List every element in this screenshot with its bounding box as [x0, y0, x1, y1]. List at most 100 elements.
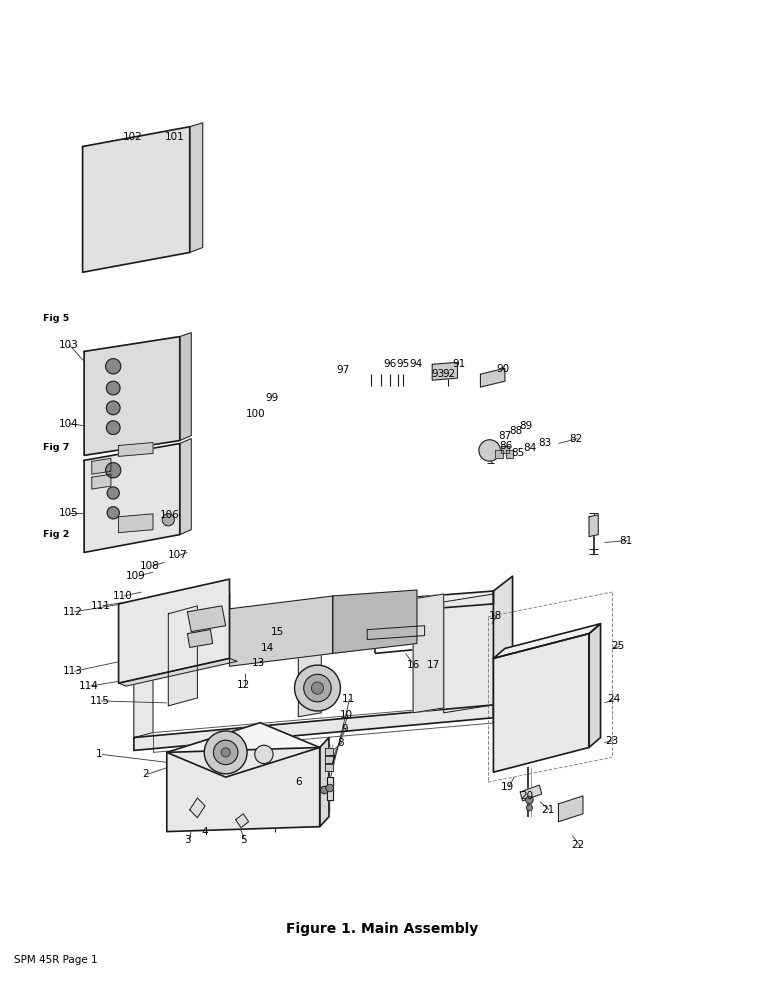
Polygon shape	[589, 624, 601, 747]
Polygon shape	[134, 614, 153, 738]
Circle shape	[106, 401, 120, 415]
Text: 95: 95	[396, 359, 410, 369]
Text: 86: 86	[499, 442, 513, 451]
Polygon shape	[325, 756, 333, 763]
Text: 21: 21	[541, 805, 555, 815]
Polygon shape	[119, 658, 237, 686]
Polygon shape	[119, 514, 153, 533]
Text: Figure 1. Main Assembly: Figure 1. Main Assembly	[286, 922, 479, 936]
Polygon shape	[327, 777, 333, 800]
Polygon shape	[493, 624, 601, 658]
Text: 104: 104	[59, 419, 79, 429]
Text: 90: 90	[496, 364, 510, 374]
Text: Fig 5: Fig 5	[44, 314, 70, 324]
Text: 99: 99	[265, 393, 279, 403]
Text: 16: 16	[406, 660, 420, 670]
Polygon shape	[180, 439, 191, 535]
Polygon shape	[83, 127, 190, 272]
Circle shape	[106, 381, 120, 395]
Polygon shape	[480, 368, 505, 387]
Polygon shape	[168, 606, 197, 706]
Text: 17: 17	[427, 660, 441, 670]
Polygon shape	[589, 515, 598, 537]
Text: 19: 19	[500, 782, 514, 792]
Text: 88: 88	[509, 426, 522, 436]
Polygon shape	[444, 594, 493, 713]
Polygon shape	[493, 634, 589, 772]
Text: 111: 111	[91, 601, 111, 611]
Text: 13: 13	[252, 658, 265, 668]
Text: 115: 115	[90, 696, 109, 706]
Text: 23: 23	[605, 736, 619, 745]
Polygon shape	[134, 705, 493, 750]
Text: 96: 96	[383, 359, 397, 369]
Polygon shape	[167, 747, 320, 832]
Polygon shape	[187, 630, 213, 647]
Text: 112: 112	[63, 607, 83, 617]
Text: 109: 109	[126, 571, 146, 581]
Polygon shape	[190, 798, 205, 818]
Polygon shape	[493, 691, 513, 725]
Polygon shape	[506, 450, 513, 458]
Text: SPM 45R Page 1: SPM 45R Page 1	[14, 955, 97, 965]
Circle shape	[304, 674, 331, 702]
Circle shape	[106, 462, 121, 478]
Polygon shape	[501, 446, 509, 453]
Polygon shape	[333, 590, 417, 653]
Polygon shape	[236, 814, 249, 828]
Polygon shape	[320, 738, 329, 827]
Text: 100: 100	[246, 409, 265, 419]
Circle shape	[221, 747, 230, 757]
Circle shape	[295, 665, 340, 711]
Text: 87: 87	[498, 431, 512, 441]
Text: 25: 25	[611, 642, 625, 651]
Polygon shape	[432, 362, 457, 380]
Polygon shape	[84, 444, 180, 552]
Polygon shape	[325, 764, 333, 771]
Polygon shape	[134, 591, 493, 632]
Circle shape	[204, 731, 247, 774]
Text: 94: 94	[409, 359, 423, 369]
Text: 91: 91	[452, 359, 466, 369]
Polygon shape	[180, 333, 191, 441]
Polygon shape	[495, 450, 503, 458]
Text: 4: 4	[202, 827, 208, 837]
Text: 97: 97	[336, 365, 350, 375]
Polygon shape	[119, 443, 153, 456]
Polygon shape	[413, 594, 444, 713]
Circle shape	[255, 745, 273, 763]
Polygon shape	[367, 626, 425, 640]
Text: 8: 8	[337, 738, 343, 747]
Polygon shape	[298, 602, 321, 717]
Text: 3: 3	[184, 835, 190, 844]
Text: 1: 1	[96, 749, 103, 759]
Circle shape	[321, 786, 328, 794]
Circle shape	[326, 784, 334, 792]
Text: 14: 14	[261, 644, 275, 653]
Text: 2: 2	[142, 769, 148, 779]
Text: 102: 102	[122, 132, 142, 142]
Text: 108: 108	[140, 561, 160, 571]
Text: 101: 101	[164, 132, 184, 142]
Circle shape	[107, 487, 119, 499]
Text: 110: 110	[112, 591, 132, 601]
Circle shape	[106, 421, 120, 435]
Text: 9: 9	[341, 724, 347, 734]
Text: 84: 84	[522, 444, 536, 453]
Circle shape	[479, 440, 500, 461]
Polygon shape	[520, 785, 542, 801]
Circle shape	[107, 507, 119, 519]
Text: 105: 105	[59, 508, 79, 518]
Polygon shape	[558, 796, 583, 822]
Text: 81: 81	[619, 536, 633, 545]
Polygon shape	[119, 579, 230, 683]
Text: 103: 103	[59, 340, 79, 349]
Text: 7: 7	[330, 755, 336, 765]
Polygon shape	[92, 474, 111, 489]
Circle shape	[213, 741, 238, 764]
Circle shape	[311, 682, 324, 694]
Text: 107: 107	[168, 550, 187, 560]
Polygon shape	[190, 123, 203, 252]
Polygon shape	[134, 594, 230, 673]
Text: 20: 20	[519, 791, 533, 801]
